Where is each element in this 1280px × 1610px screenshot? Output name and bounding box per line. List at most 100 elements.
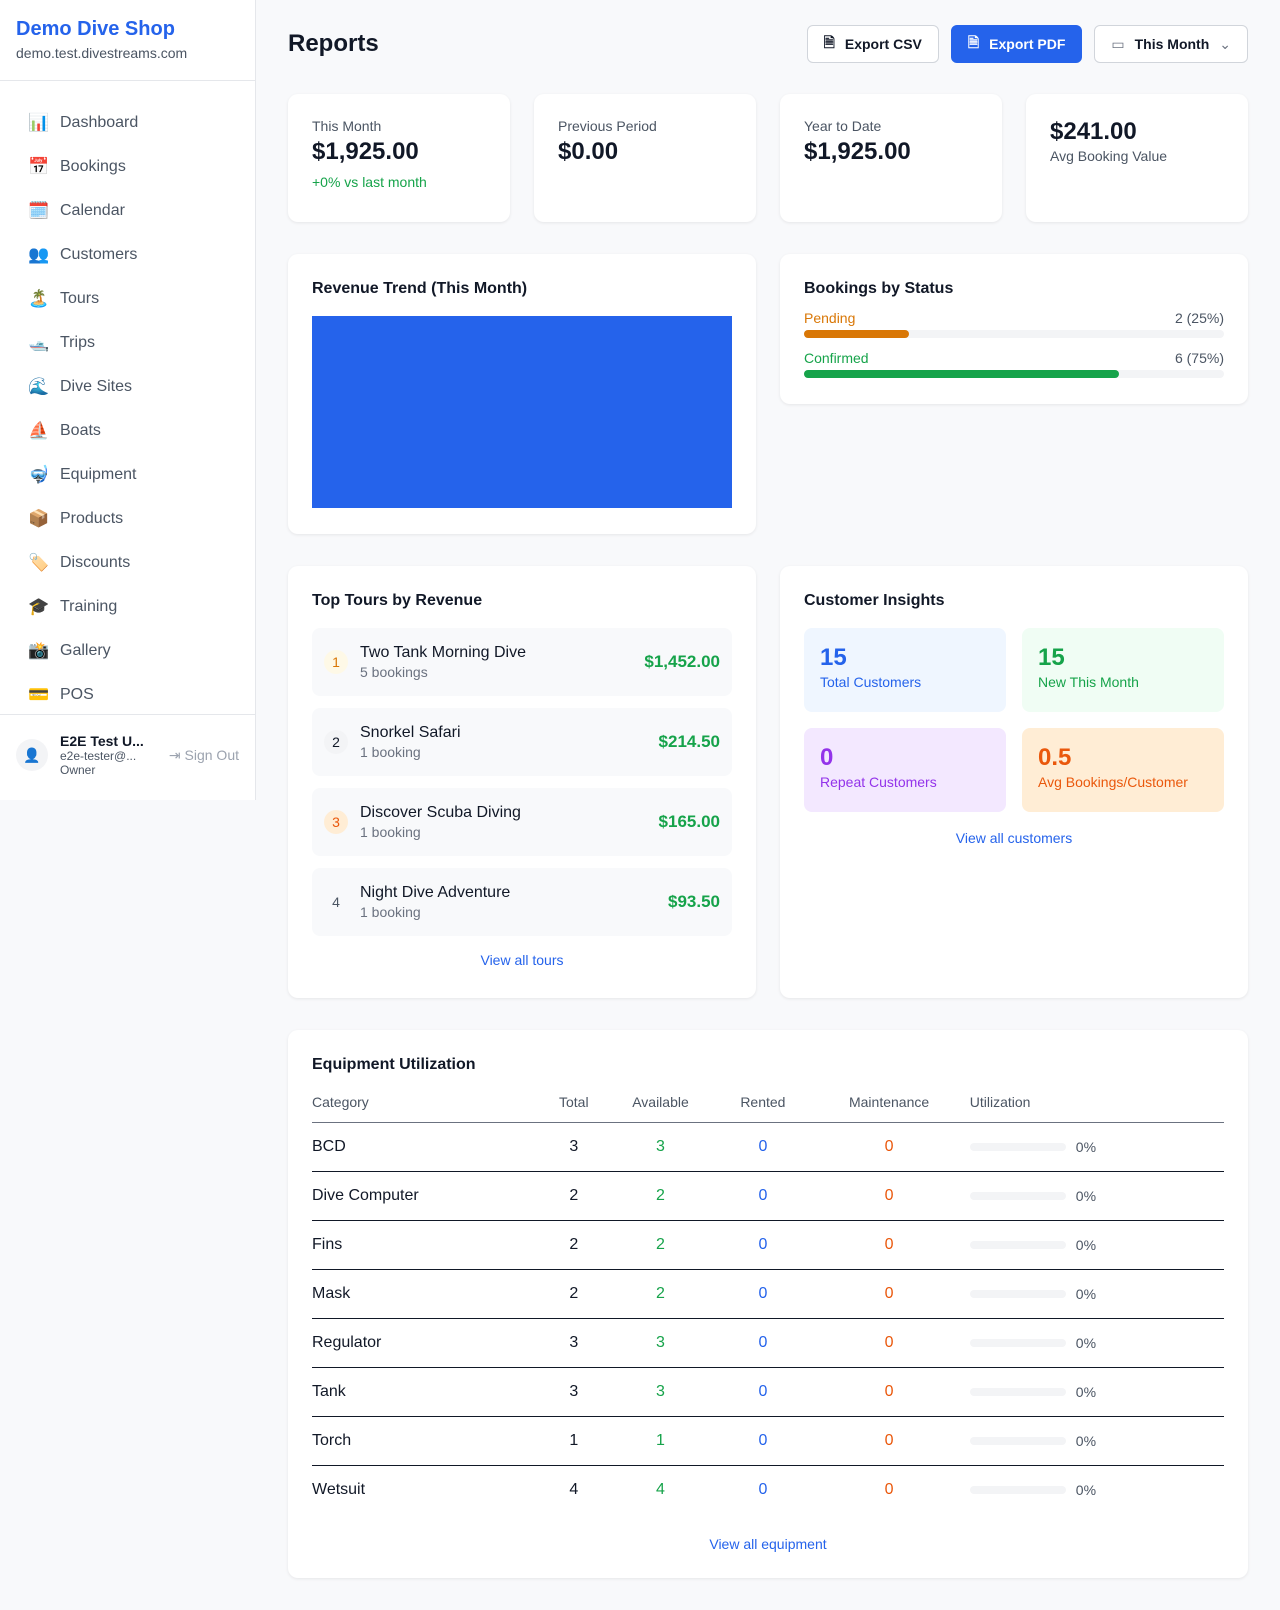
card-title: Equipment Utilization: [312, 1056, 476, 1073]
utilization: 0%: [969, 1334, 1224, 1351]
pos-icon: 💳: [28, 685, 50, 704]
sidebar-item-training[interactable]: 🎓 Training: [0, 585, 255, 629]
insight-box: 0 Repeat Customers: [804, 728, 1006, 812]
tour-item[interactable]: 2 Snorkel Safari 1 booking $214.50: [312, 708, 732, 776]
value-cell: 0: [717, 1171, 809, 1221]
sidebar-item-label: Training: [60, 598, 118, 615]
value-cell: 2: [603, 1269, 718, 1319]
sidebar-item-products[interactable]: 📦 Products: [0, 497, 255, 541]
sidebar-item-dashboard[interactable]: 📊 Dashboard: [0, 101, 255, 145]
status-bar-track: [804, 370, 1224, 378]
value-cell: 1: [544, 1416, 604, 1466]
tour-bookings: 1 booking: [360, 824, 421, 840]
sidebar-item-gallery[interactable]: 📸 Gallery: [0, 629, 255, 673]
value-cell: 3: [544, 1122, 604, 1172]
bookings-status-card: Bookings by Status Pending 2 (25%) Confirm…: [780, 254, 1248, 404]
sidebar-item-trips[interactable]: 🛥️ Trips: [0, 321, 255, 365]
stat-value: $241.00: [1050, 118, 1137, 145]
tour-item[interactable]: 3 Discover Scuba Diving 1 booking $165.00: [312, 788, 732, 856]
status-header: Pending 2 (25%): [804, 310, 1224, 326]
value-cell: 0: [808, 1416, 970, 1466]
sidebar-item-label: Boats: [60, 422, 101, 439]
status-label: Confirmed: [804, 350, 869, 366]
table-row: Dive Computer 2 2 0 0 0%: [312, 1171, 1224, 1221]
shop-name[interactable]: Demo Dive Shop: [16, 18, 175, 40]
category-cell: Tank: [312, 1367, 544, 1417]
utilization: 0%: [969, 1187, 1224, 1204]
shop-domain: demo.test.divestreams.com: [16, 45, 188, 61]
sidebar-item-bookings[interactable]: 📅 Bookings: [0, 145, 255, 189]
utilization-value: 0%: [1075, 1334, 1097, 1351]
column-header: Category: [312, 1082, 544, 1123]
tour-info: Two Tank Morning Dive 5 bookings: [360, 644, 526, 680]
brand: Demo Dive Shop demo.test.divestreams.com: [0, 0, 255, 81]
sidebar-item-discounts[interactable]: 🏷️ Discounts: [0, 541, 255, 585]
insight-value: 0.5: [1038, 744, 1072, 771]
utilization-value: 0%: [1075, 1383, 1097, 1400]
export-csv-label: Export CSV: [844, 36, 922, 52]
table-row: Mask 2 2 0 0 0%: [312, 1269, 1224, 1319]
rank-badge: 2: [324, 730, 348, 754]
tour-info: Snorkel Safari 1 booking: [360, 724, 461, 760]
value-cell: 0: [808, 1171, 970, 1221]
sidebar-item-calendar[interactable]: 🗓️ Calendar: [0, 189, 255, 233]
utilization-value: 0%: [1075, 1187, 1097, 1204]
insight-box: 0.5 Avg Bookings/Customer: [1022, 728, 1224, 812]
stat-previous-period: Previous Period $0.00: [534, 94, 756, 222]
sidebar-item-customers[interactable]: 👥 Customers: [0, 233, 255, 277]
utilization-value: 0%: [1075, 1236, 1097, 1253]
tour-item[interactable]: 1 Two Tank Morning Dive 5 bookings $1,452.0…: [312, 628, 732, 696]
utilization-value: 0%: [1075, 1481, 1097, 1498]
rank-badge: 1: [324, 650, 348, 674]
stat-label: Avg Booking Value: [1050, 148, 1168, 164]
rank-badge: 3: [324, 810, 348, 834]
utilization-value: 0%: [1075, 1432, 1097, 1449]
sidebar-item-label: POS: [60, 686, 94, 703]
export-csv-button[interactable]: 🗎 Export CSV: [806, 25, 939, 63]
sidebar-item-tours[interactable]: 🏝️ Tours: [0, 277, 255, 321]
sidebar-item-equipment[interactable]: 🤿 Equipment: [0, 453, 255, 497]
value-cell: 0: [884, 1480, 894, 1498]
view-all-equipment-link[interactable]: View all equipment: [709, 1536, 827, 1552]
utilization: 0%: [969, 1432, 1224, 1449]
revenue-trend-card: Revenue Trend (This Month): [288, 254, 756, 534]
stat-value: $1,925.00: [804, 138, 911, 165]
user-panel: 👤 E2E Test U... e2e-tester@... Owner ⇥ S…: [0, 714, 255, 795]
value-cell: 0: [717, 1367, 809, 1417]
file-download-icon: 🗎: [823, 34, 835, 50]
value-cell: 3: [544, 1318, 604, 1368]
sidebar-item-boats[interactable]: ⛵ Boats: [0, 409, 255, 453]
sidebar-item-label: Equipment: [60, 466, 137, 483]
value-cell: 0: [808, 1220, 970, 1270]
sidebar-item-label: Gallery: [60, 642, 111, 659]
tour-info: Night Dive Adventure 1 booking: [360, 884, 510, 920]
page-header: Reports 🗎 Export CSV 🗎 Export PDF ▭ This Mo…: [288, 0, 1248, 94]
value-cell: 0: [717, 1269, 809, 1319]
export-pdf-button[interactable]: 🗎 Export PDF: [950, 25, 1083, 63]
utilization: 0%: [969, 1286, 1224, 1302]
tour-revenue: $1,452.00: [644, 652, 720, 671]
tour-item[interactable]: 4 Night Dive Adventure 1 booking $93.50: [312, 868, 732, 936]
tour-name: Snorkel Safari: [360, 724, 461, 741]
sidebar: Demo Dive Shop demo.test.divestreams.com…: [0, 0, 256, 800]
customer-insights-card: Customer Insights 15 Total Customers 15 New…: [780, 566, 1248, 998]
view-all-customers-link[interactable]: View all customers: [955, 830, 1073, 846]
sign-out-button[interactable]: ⇥ Sign Out: [169, 747, 239, 764]
sidebar-item-label: Dashboard: [60, 114, 139, 131]
view-all-tours-link[interactable]: View all tours: [480, 952, 564, 968]
stat-change: +0% vs last month: [312, 174, 427, 190]
period-select[interactable]: ▭ This Month ⌄: [1094, 25, 1248, 63]
training-icon: 🎓: [28, 597, 50, 616]
status-label: Pending: [804, 310, 856, 326]
value-cell: 0: [808, 1318, 970, 1368]
sidebar-item-pos[interactable]: 💳 POS: [0, 673, 255, 717]
tour-name: Night Dive Adventure: [360, 884, 511, 901]
value-cell: 0: [808, 1367, 970, 1417]
status-header: Confirmed 6 (75%): [804, 350, 1224, 366]
sidebar-item-label: Discounts: [60, 554, 131, 571]
category-cell: Torch: [312, 1416, 544, 1466]
sidebar-item-label: Dive Sites: [60, 378, 133, 395]
value-cell: 0: [717, 1318, 809, 1368]
equipment-icon: 🤿: [28, 465, 50, 484]
sidebar-item-dive-sites[interactable]: 🌊 Dive Sites: [0, 365, 255, 409]
